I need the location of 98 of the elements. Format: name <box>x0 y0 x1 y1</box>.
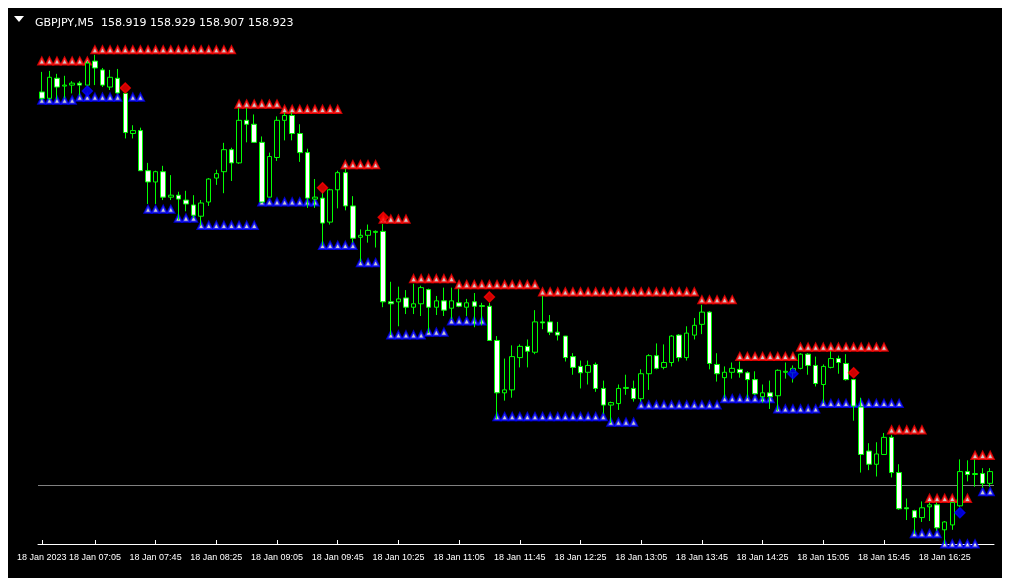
candlestick <box>373 229 378 249</box>
candlestick <box>297 123 303 163</box>
candlestick <box>654 342 659 370</box>
x-tick-label: 18 Jan 15:05 <box>797 551 850 562</box>
candlestick <box>267 152 272 198</box>
candlestick <box>168 174 174 201</box>
candlestick <box>69 80 75 94</box>
x-tick-label: 18 Jan 07:45 <box>129 551 182 562</box>
candlestick <box>441 287 447 317</box>
candlestick <box>434 295 439 316</box>
candlestick <box>957 458 963 508</box>
candlestick <box>464 298 469 317</box>
candlestick <box>714 352 720 383</box>
candlestick <box>555 321 560 341</box>
point <box>483 291 496 303</box>
candlestick <box>965 459 970 482</box>
x-tick-label: 18 Jan 11:45 <box>494 551 546 562</box>
candlestick <box>631 380 636 403</box>
candlestick <box>517 343 523 368</box>
point <box>119 82 131 94</box>
candlestick <box>206 177 211 207</box>
point <box>81 85 94 97</box>
candlestick <box>251 113 257 144</box>
candlestick <box>836 355 841 375</box>
x-tick-label: 18 Jan 2023 <box>17 551 67 562</box>
candlestick <box>160 165 166 201</box>
candlestick <box>532 309 538 355</box>
candlestick <box>130 124 136 139</box>
candlestick <box>411 283 416 315</box>
candlestick <box>896 463 902 511</box>
point <box>847 367 860 379</box>
candlestick <box>775 368 781 412</box>
x-tick-label: 18 Jan 13:05 <box>615 551 668 562</box>
x-tick-label: 18 Jan 12:25 <box>554 551 607 562</box>
candlestick <box>107 69 113 91</box>
x-tick-label: 18 Jan 07:05 <box>68 551 121 562</box>
candlestick <box>661 343 667 370</box>
x-tick-label: 18 Jan 13:45 <box>675 551 728 562</box>
x-tick-label: 18 Jan 10:25 <box>372 551 425 562</box>
candlestick <box>987 467 993 488</box>
candlestick <box>593 361 598 393</box>
candlestick <box>221 142 227 194</box>
candlestick <box>335 170 340 209</box>
candlestick <box>798 352 803 370</box>
x-tick-label: 18 Jan 09:45 <box>311 551 364 562</box>
x-tick-label: 18 Jan 16:25 <box>918 551 971 562</box>
x-tick-label: 18 Jan 08:25 <box>190 551 243 562</box>
candlestick <box>707 310 712 370</box>
candlestick <box>843 353 849 382</box>
candlestick <box>729 361 735 380</box>
candlestick <box>396 286 401 327</box>
x-tick-label: 18 Jan 11:05 <box>433 551 485 562</box>
candlestick <box>578 360 583 389</box>
candlestick <box>153 170 158 205</box>
candlestick <box>525 339 530 368</box>
candlestick <box>669 334 674 367</box>
candlestick <box>138 127 143 172</box>
candlestick <box>684 325 689 362</box>
candlestick <box>509 344 515 399</box>
candlestick <box>418 285 424 317</box>
candlestick <box>570 352 576 376</box>
candlestick <box>100 67 105 88</box>
candlestick <box>183 190 189 212</box>
x-tick-label: 18 Jan 14:25 <box>736 551 789 562</box>
candlestick <box>767 380 773 410</box>
candlestick <box>623 374 629 396</box>
point <box>954 506 966 519</box>
candlestick <box>547 314 553 336</box>
candlestick <box>866 442 872 471</box>
candlestick <box>502 358 507 402</box>
candlestick <box>585 360 591 386</box>
candlestick <box>616 384 621 411</box>
x-tick-label: 18 Jan 09:05 <box>250 551 304 562</box>
candlestick <box>494 335 500 420</box>
candlestick <box>676 333 682 363</box>
candlestick <box>881 432 887 455</box>
candlestick <box>919 500 925 523</box>
candlestick <box>904 498 909 521</box>
candlestick <box>646 353 652 391</box>
x-tick-label: 18 Jan 15:45 <box>857 551 911 562</box>
candlestick <box>783 361 788 380</box>
candlestick <box>365 224 371 244</box>
point <box>787 368 799 380</box>
candlestick <box>563 335 568 363</box>
chart-title: GBPJPY,M5 158.919 158.929 158.907 158.923 <box>35 16 294 29</box>
candlestick <box>874 441 879 477</box>
point <box>316 182 329 194</box>
candlestick <box>214 169 219 186</box>
candlestick <box>479 302 485 326</box>
candlestick <box>692 317 697 340</box>
candlestick <box>813 356 818 387</box>
candlestick <box>608 401 614 424</box>
candlestick <box>699 304 705 335</box>
candlestick <box>327 188 333 226</box>
candlestick <box>403 289 409 315</box>
candlestick <box>312 178 318 209</box>
candlestick <box>274 115 280 162</box>
candlestick <box>229 147 234 182</box>
